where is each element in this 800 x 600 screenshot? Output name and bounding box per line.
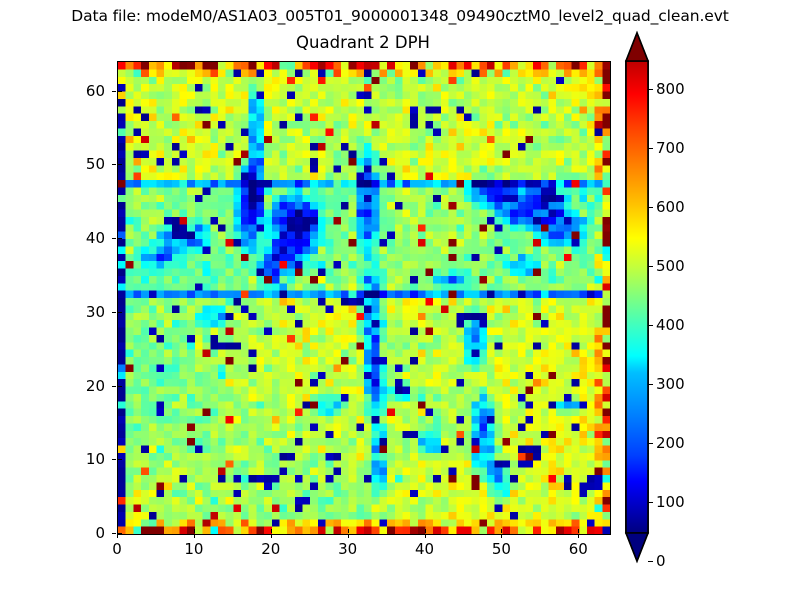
colorbar-tick-label: 400: [656, 316, 685, 334]
x-tick-mark-inner: [193, 529, 195, 533]
heatmap-image[interactable]: [118, 62, 610, 534]
x-tick-mark: [270, 534, 272, 538]
y-tick-label: 60: [85, 81, 105, 100]
x-tick-mark: [117, 534, 118, 538]
x-tick-label: 40: [414, 540, 435, 558]
colorbar-tick-label: 0: [656, 552, 666, 570]
y-tick-mark: [112, 238, 116, 239]
colorbar-tick-label: 500: [656, 257, 685, 275]
x-tick-label: 10: [184, 540, 204, 558]
heatmap-axes[interactable]: [117, 61, 611, 535]
colorbar-tick-mark: [648, 148, 653, 149]
colorbar-tick-label: 100: [656, 493, 685, 511]
x-tick-mark: [347, 534, 349, 538]
x-tick-mark-inner: [501, 529, 503, 533]
x-tick-mark-inner: [347, 529, 349, 533]
x-tick-mark-inner: [578, 529, 580, 533]
y-tick-mark: [112, 164, 116, 166]
colorbar-tick-mark: [648, 325, 653, 326]
y-tick-label: 10: [85, 450, 105, 469]
colorbar-tick-label: 700: [656, 139, 685, 157]
y-tick-mark-inner: [118, 164, 122, 166]
colorbar-gradient: [624, 30, 650, 564]
x-tick-label: 0: [112, 540, 122, 558]
x-tick-mark-inner: [270, 529, 272, 533]
y-tick-mark: [112, 385, 116, 387]
colorbar-tick-mark: [648, 207, 653, 208]
colorbar[interactable]: [624, 30, 650, 564]
x-tick-mark: [578, 534, 580, 538]
y-tick-mark-inner: [118, 311, 122, 313]
x-tick-mark: [501, 534, 503, 538]
colorbar-tick-mark: [648, 443, 653, 444]
y-tick-mark-inner: [118, 459, 122, 461]
x-tick-mark: [424, 534, 426, 538]
y-tick-mark: [112, 533, 116, 534]
x-tick-label: 30: [338, 540, 358, 558]
data-file-suptitle: Data file: modeM0/AS1A03_005T01_90000013…: [71, 7, 729, 25]
y-tick-label: 20: [85, 376, 105, 395]
y-tick-mark: [112, 459, 116, 461]
y-tick-mark-inner: [118, 90, 122, 92]
colorbar-tick-mark: [648, 384, 653, 385]
colorbar-tick-mark: [648, 561, 653, 562]
colorbar-tick-label: 200: [656, 434, 685, 452]
y-tick-mark-inner: [118, 385, 122, 387]
y-tick-label: 30: [85, 302, 105, 321]
y-tick-mark: [112, 311, 116, 313]
x-tick-mark-inner: [424, 529, 426, 533]
y-tick-label: 0: [95, 524, 105, 542]
y-tick-mark: [112, 90, 116, 92]
colorbar-tick-mark: [648, 266, 653, 267]
x-tick-label: 50: [491, 540, 511, 558]
colorbar-tick-label: 300: [656, 375, 685, 393]
y-tick-label: 40: [85, 229, 105, 247]
x-tick-mark-inner: [117, 529, 118, 533]
y-tick-mark-inner: [118, 238, 122, 239]
x-tick-label: 60: [568, 540, 588, 558]
y-tick-mark-inner: [118, 533, 122, 534]
colorbar-tick-mark: [648, 502, 653, 503]
colorbar-tick-mark: [648, 89, 653, 90]
x-tick-mark: [193, 534, 195, 538]
x-tick-label: 20: [261, 540, 281, 558]
page-title: Quadrant 2 DPH: [296, 33, 430, 52]
colorbar-tick-label: 600: [656, 198, 685, 216]
y-tick-label: 50: [85, 155, 105, 174]
colorbar-tick-label: 800: [656, 80, 685, 98]
